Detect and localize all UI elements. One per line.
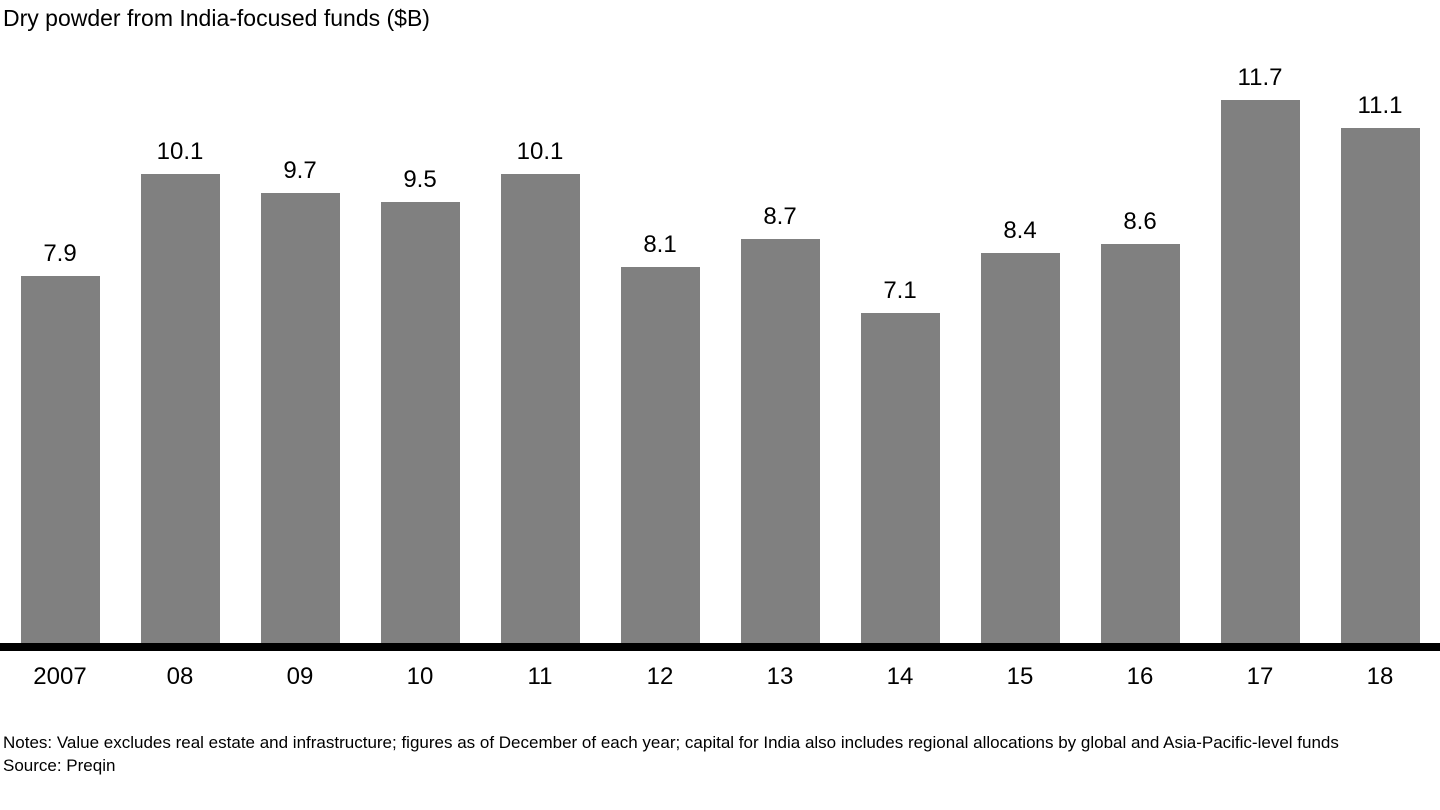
- bar: [140, 174, 220, 643]
- bar-value-label: 8.6: [1123, 208, 1157, 235]
- bar-value-label: 7.1: [883, 277, 917, 304]
- bar-value-label: 8.1: [643, 231, 677, 258]
- bar: [380, 202, 460, 643]
- bar-value-label: 10.1: [156, 138, 204, 165]
- bar-column: 8.1: [600, 231, 720, 643]
- bar: [1220, 100, 1300, 643]
- bar: [20, 276, 100, 643]
- x-axis-label: 18: [1366, 663, 1394, 690]
- x-axis-label: 14: [886, 663, 914, 690]
- chart-source: Source: Preqin: [3, 756, 116, 775]
- bar-value-label: 10.1: [516, 138, 564, 165]
- x-axis-label: 17: [1246, 663, 1274, 690]
- chart-notes: Notes: Value excludes real estate and in…: [3, 733, 1339, 752]
- x-axis-label: 12: [646, 663, 674, 690]
- bar: [260, 193, 340, 643]
- bar-value-label: 11.7: [1237, 64, 1283, 91]
- bar-value-label: 7.9: [43, 240, 77, 267]
- bar-chart: 7.9 10.1 9.7 9.5 10.1 8.1 8.7 7.1 8.4 8.6 11.7 11.1…: [0, 55, 1440, 691]
- bar-value-label: 8.4: [1003, 217, 1037, 244]
- bar-column: 8.4: [960, 217, 1080, 643]
- x-axis-line: [0, 643, 1440, 651]
- x-axis-label: 16: [1126, 663, 1154, 690]
- bar-value-label: 9.5: [403, 166, 437, 193]
- x-axis-label: 10: [406, 663, 434, 690]
- bar: [860, 313, 940, 643]
- bar: [740, 239, 820, 643]
- x-axis-labels: 2007 08 09 10 11 12 13 14 15 16 17 18: [0, 651, 1440, 691]
- bar-value-label: 11.1: [1357, 92, 1403, 119]
- x-axis-label: 15: [1006, 663, 1034, 690]
- plot-area: 7.9 10.1 9.7 9.5 10.1 8.1 8.7 7.1 8.4 8.6 11.7 11.1: [0, 55, 1440, 643]
- bar-column: 11.7: [1200, 64, 1320, 643]
- bar-column: 8.6: [1080, 208, 1200, 643]
- chart-title: Dry powder from India-focused funds ($B): [3, 5, 430, 31]
- bar-column: 7.9: [0, 240, 120, 643]
- bar: [1100, 244, 1180, 643]
- bar-column: 9.7: [240, 157, 360, 643]
- bar-column: 8.7: [720, 203, 840, 643]
- bar: [620, 267, 700, 643]
- x-axis-label: 08: [166, 663, 194, 690]
- bar: [980, 253, 1060, 643]
- x-axis-label: 11: [527, 663, 553, 690]
- bar: [500, 174, 580, 643]
- bar: [1340, 128, 1420, 643]
- bar-value-label: 9.7: [283, 157, 317, 184]
- bar-column: 7.1: [840, 277, 960, 643]
- bar-column: 11.1: [1320, 92, 1440, 643]
- bar-column: 10.1: [480, 138, 600, 643]
- x-axis-label: 13: [766, 663, 794, 690]
- bar-column: 9.5: [360, 166, 480, 643]
- x-axis-label: 2007: [33, 663, 87, 690]
- bar-value-label: 8.7: [763, 203, 797, 230]
- bar-column: 10.1: [120, 138, 240, 643]
- x-axis-label: 09: [286, 663, 314, 690]
